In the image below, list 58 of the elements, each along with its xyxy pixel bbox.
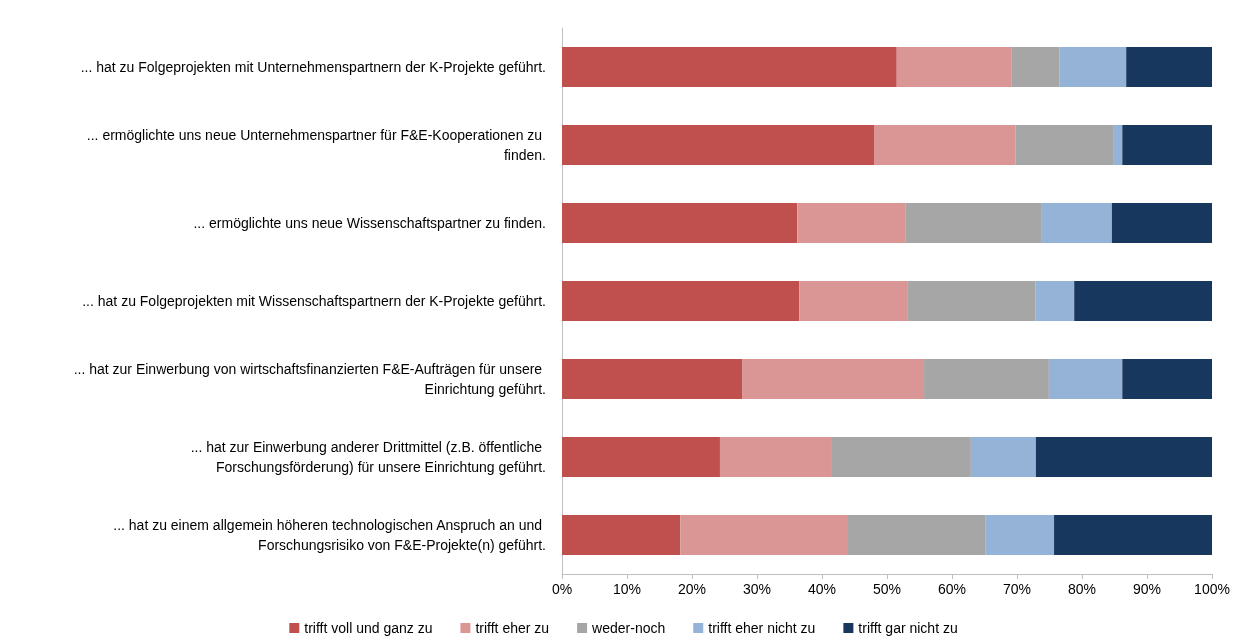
bar — [1011, 47, 1060, 87]
y-tick-label: ... hat zur Einwerbung anderer Drittmittel (z.B. öffentliche Forschungsförderung) für unsere Einrichtung geführt. — [190, 439, 546, 475]
bar — [905, 203, 1042, 243]
y-tick-label: ... hat zu Folgeprojekten mit Unternehmenspartnern der K-Projekte geführt. — [80, 59, 546, 75]
x-tick-label: 70% — [1002, 581, 1032, 597]
bar — [1015, 125, 1114, 165]
bar — [1035, 437, 1212, 477]
x-tick-label: 20% — [677, 581, 707, 597]
bar — [562, 203, 798, 243]
x-tick-label: 50% — [872, 581, 902, 597]
legend-label: weder-noch — [591, 620, 666, 636]
bar — [797, 203, 906, 243]
bar — [1048, 359, 1123, 399]
bar — [680, 515, 848, 555]
bar — [562, 515, 681, 555]
y-tick-label: ... hat zu Folgeprojekten mit Wissenschaftspartnern der K-Projekte geführt. — [82, 293, 546, 309]
bar — [907, 281, 1036, 321]
bar — [562, 281, 800, 321]
bar — [799, 281, 908, 321]
bar — [562, 47, 897, 87]
bar — [1122, 125, 1212, 165]
bar — [1111, 203, 1212, 243]
legend-label: trifft eher nicht zu — [708, 620, 816, 636]
x-tick-label: 90% — [1132, 581, 1162, 597]
x-tick-label: 100% — [1194, 581, 1230, 597]
x-tick-label: 60% — [937, 581, 967, 597]
bar — [742, 359, 925, 399]
bar — [1122, 359, 1212, 399]
bar — [874, 125, 1016, 165]
bar — [831, 437, 971, 477]
bar — [719, 437, 832, 477]
bar — [562, 437, 720, 477]
x-tick-label: 80% — [1067, 581, 1097, 597]
legend-label: trifft voll und ganz zu — [304, 620, 433, 636]
legend-label: trifft gar nicht zu — [858, 620, 958, 636]
legend-label: trifft eher zu — [475, 620, 550, 636]
bar — [1035, 281, 1075, 321]
bar — [848, 515, 986, 555]
bar — [1113, 125, 1123, 165]
bar — [562, 125, 874, 165]
bar — [924, 359, 1049, 399]
bar — [1054, 515, 1212, 555]
bar — [970, 437, 1036, 477]
x-tick-label: 0% — [551, 581, 573, 597]
bar — [896, 47, 1012, 87]
y-tick-label: ... hat zur Einwerbung von wirtschaftsfinanzierten F&E-Aufträgen für unsere Einrichtung geführt. — [73, 361, 546, 397]
bar — [1126, 47, 1212, 87]
y-tick-label: ... ermöglichte uns neue Unternehmenspartner für F&E-Kooperationen zu finden. — [86, 127, 546, 163]
x-tick-label: 10% — [612, 581, 642, 597]
bar — [1041, 203, 1112, 243]
y-tick-label: ... hat zu einem allgemein höheren technologischen Anspruch an und Forschungsrisiko von F&E-Projekte(n) geführt. — [113, 517, 546, 553]
y-tick-label: ... ermöglichte uns neue Wissenschaftspartner zu finden. — [193, 215, 546, 231]
bar — [1059, 47, 1127, 87]
bar — [562, 359, 743, 399]
x-tick-label: 30% — [742, 581, 772, 597]
bar — [1074, 281, 1212, 321]
bar — [985, 515, 1055, 555]
x-tick-label: 40% — [807, 581, 837, 597]
